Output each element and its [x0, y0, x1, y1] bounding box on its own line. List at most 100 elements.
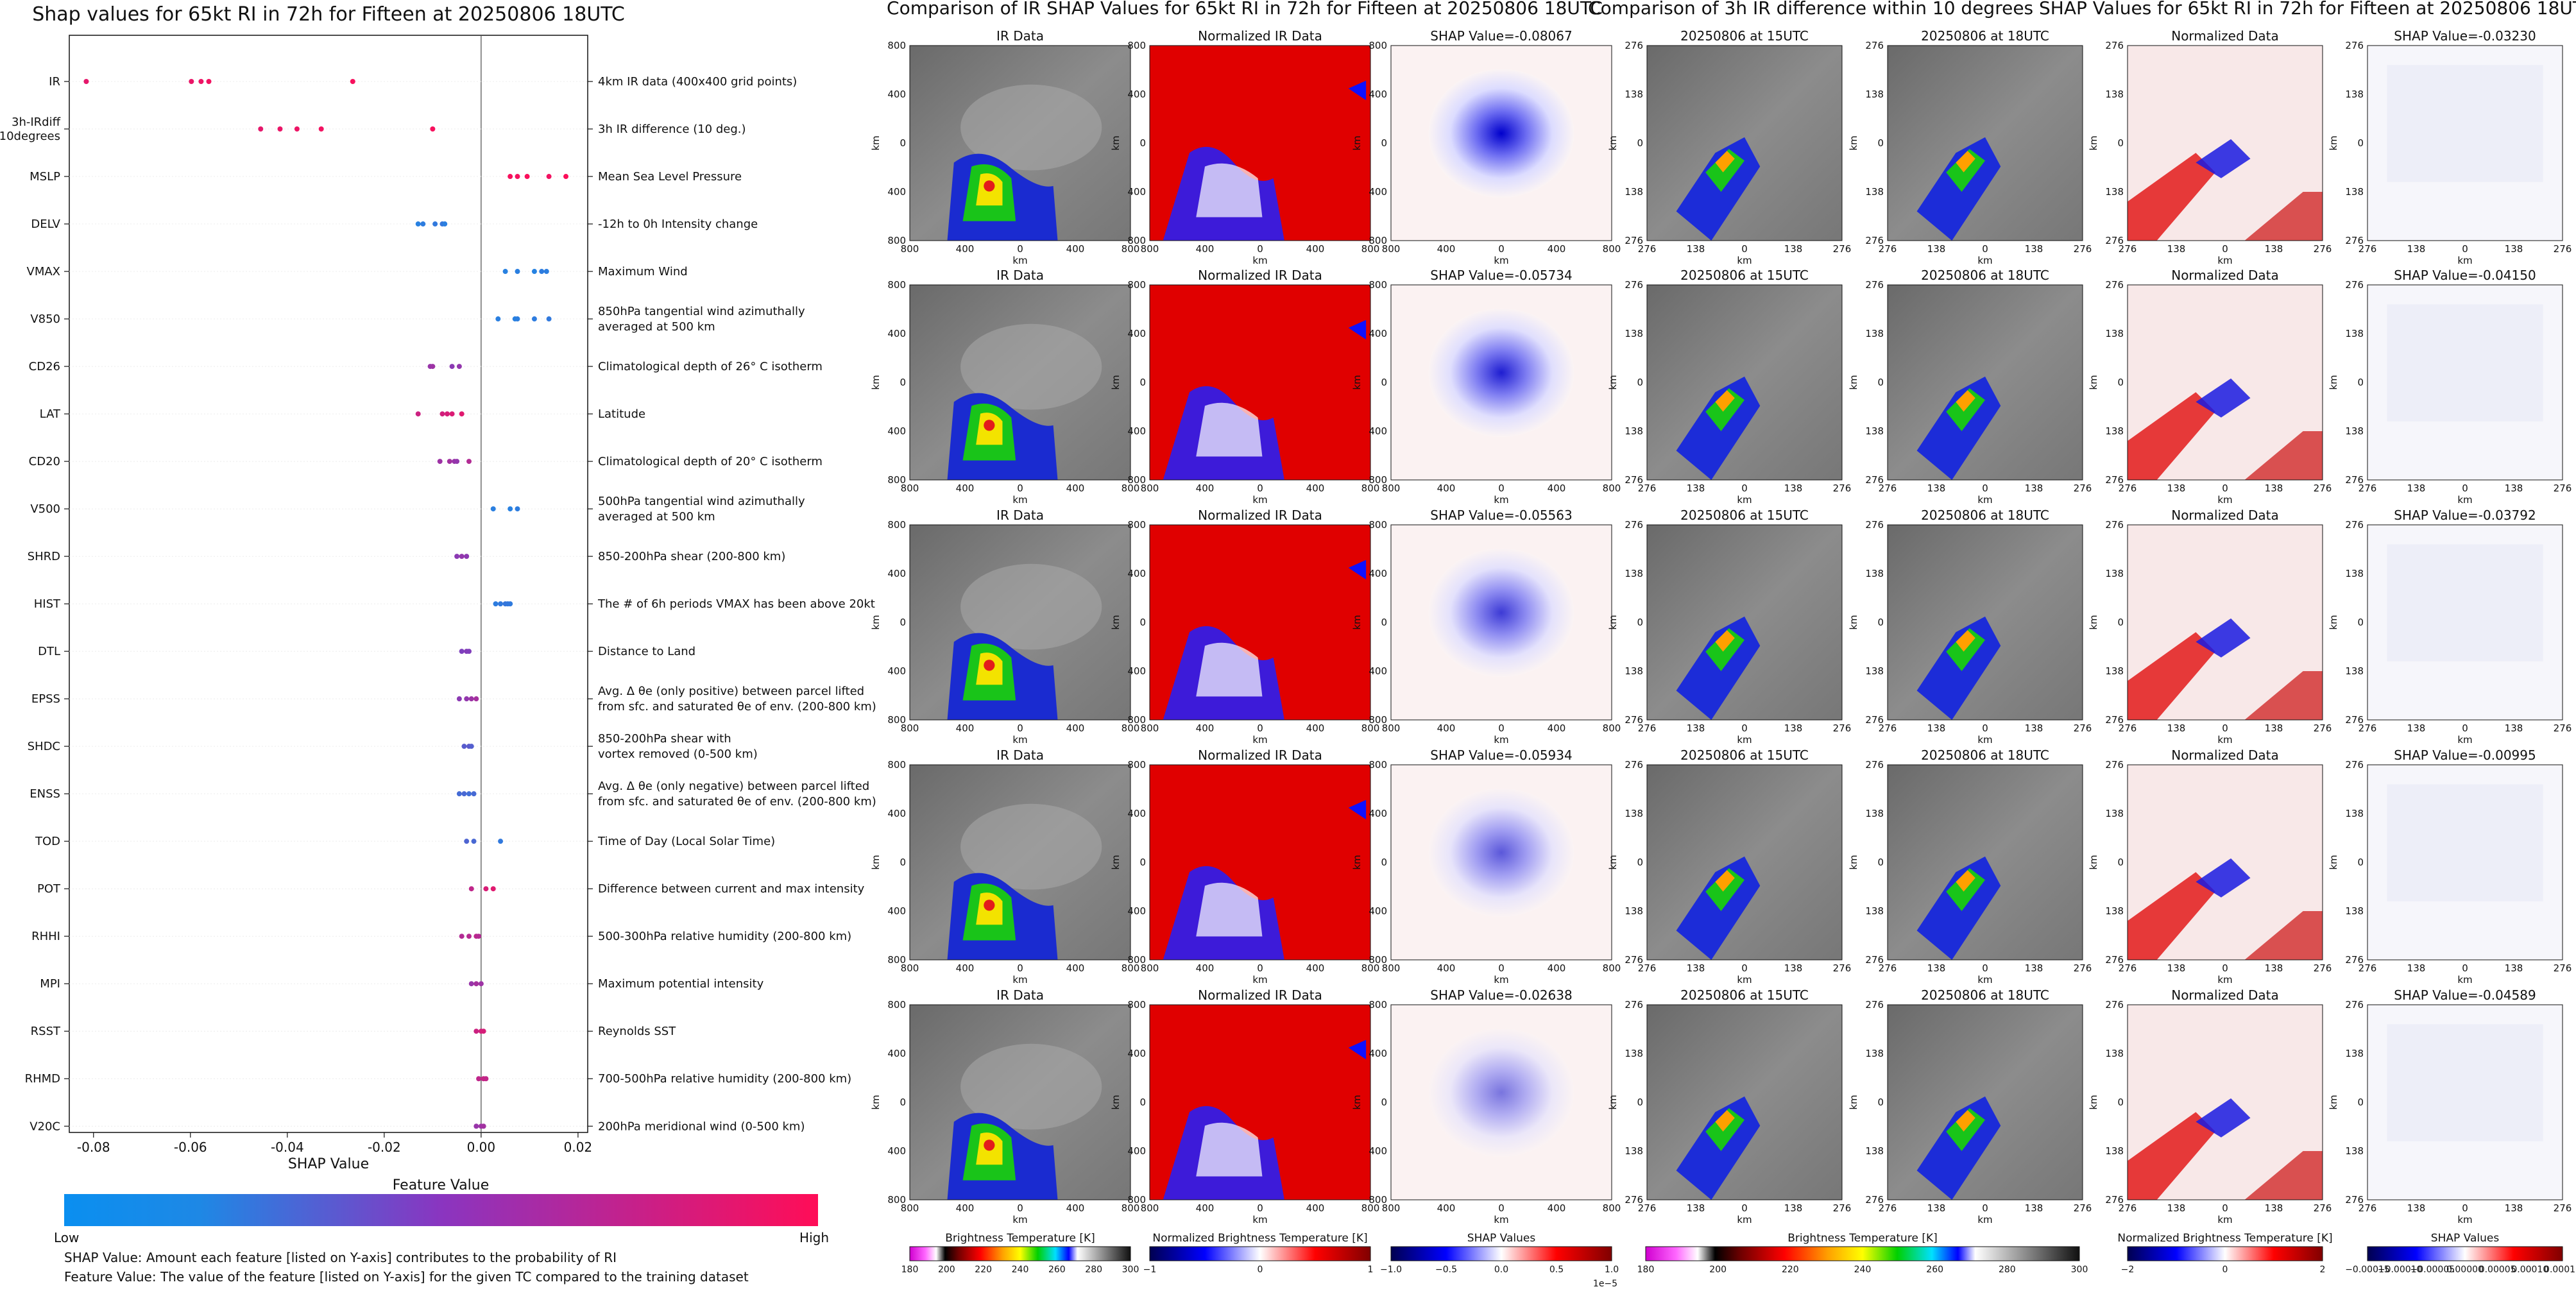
- shap-value-title: SHAP Value=-0.05734: [1430, 268, 1572, 283]
- x-tick-label: 0: [1257, 722, 1263, 734]
- feature-name-label: POT: [37, 882, 61, 896]
- shap-point: [456, 791, 462, 797]
- x-tick-label: 138: [1784, 722, 1803, 734]
- left-chart-title: Shap values for 65kt RI in 72h for Fifte…: [32, 3, 625, 26]
- shap-point: [531, 316, 537, 322]
- y-tick-label: 400: [887, 186, 906, 198]
- x-tick-label: 138: [1687, 962, 1705, 974]
- x-tick-label: 138: [2167, 1202, 2186, 1214]
- x-tick-label: 276: [1879, 243, 1897, 255]
- left-plot-frame: [69, 35, 588, 1133]
- shap-point: [459, 411, 465, 417]
- y-tick-label: 276: [2105, 954, 2124, 966]
- x-tick-label: 138: [1784, 482, 1803, 494]
- shap-point: [495, 316, 501, 322]
- y-tick-label: 400: [1369, 425, 1387, 437]
- shap-point: [483, 1076, 489, 1082]
- y-tick-label: 138: [1865, 905, 1884, 917]
- x-tick-label: 276: [1833, 962, 1852, 974]
- shap-point: [456, 364, 462, 370]
- core-blob: [1196, 402, 1263, 457]
- y-tick-label: 800: [1127, 714, 1146, 726]
- x-tick-label: 0: [2222, 482, 2228, 494]
- x-tick-label: 138: [1927, 243, 1946, 255]
- ir-shap-panel: Comparison of IR SHAP Values for 65kt RI…: [870, 0, 1621, 1289]
- x-axis-label: km: [1737, 494, 1752, 506]
- y-tick-label: 400: [887, 328, 906, 339]
- y-tick-label: 138: [1865, 1048, 1884, 1059]
- x-tick-label: 800: [1382, 722, 1401, 734]
- feature-description-label: 4km IR data (400x400 grid points): [598, 75, 797, 89]
- y-axis-label: km: [1351, 375, 1363, 389]
- y-axis-label: km: [1607, 615, 1619, 629]
- y-tick-label: 400: [1369, 808, 1387, 819]
- y-tick-label: 276: [1625, 714, 1643, 726]
- y-axis-label: km: [1351, 1095, 1363, 1109]
- y-tick-label: 800: [1127, 759, 1146, 771]
- shap-point: [515, 174, 520, 180]
- shap-field: [1428, 1028, 1574, 1157]
- y-tick-label: 276: [2105, 999, 2124, 1011]
- x-tick-label: 138: [2025, 722, 2043, 734]
- x-axis-label: km: [1012, 494, 1027, 506]
- cloud-core: [1715, 630, 1735, 652]
- feature-description-label: 850-200hPa shear with: [598, 732, 731, 746]
- x-tick-label: 276: [1638, 722, 1657, 734]
- shap-point: [476, 1076, 482, 1082]
- x-tick-label: 0.00: [467, 1140, 496, 1155]
- shap-point: [198, 79, 204, 84]
- x-tick-label: 400: [1306, 722, 1325, 734]
- normalized-data-title: Normalized Data: [2171, 987, 2279, 1003]
- x-tick-label: 400: [1196, 243, 1215, 255]
- feature-name-label: DTL: [38, 645, 60, 658]
- x-tick-label: 276: [2119, 1202, 2137, 1214]
- feature-description-label: averaged at 500 km: [598, 510, 715, 524]
- x-tick-label: 0: [1498, 962, 1505, 974]
- y-tick-label: 276: [1865, 40, 1884, 51]
- x-tick-label: 800: [1382, 482, 1401, 494]
- shap-point: [461, 791, 467, 797]
- x-tick-label: 276: [2554, 243, 2572, 255]
- panel-frame: [1887, 1004, 2083, 1200]
- y-tick-label: 0: [900, 617, 906, 628]
- y-tick-label: 0: [1637, 1097, 1643, 1108]
- x-tick-label: -0.02: [368, 1140, 401, 1155]
- y-tick-label: 400: [1127, 186, 1146, 198]
- panel-frame: [1887, 524, 2083, 721]
- colorbar: [1149, 1246, 1371, 1261]
- shap-point: [481, 1123, 486, 1129]
- y-axis-label: km: [2328, 375, 2339, 389]
- y-tick-label: 138: [2345, 568, 2364, 579]
- x-axis-label: km: [1977, 974, 1992, 986]
- cloud-swirl: [960, 563, 1102, 650]
- normalized-data-title: Normalized Data: [2171, 268, 2279, 283]
- panel-frame: [1390, 764, 1612, 960]
- shap-point: [483, 886, 489, 892]
- x-tick-label: 276: [2119, 962, 2137, 974]
- y-tick-label: 400: [1369, 665, 1387, 677]
- y-axis-label: km: [1607, 1095, 1619, 1109]
- y-tick-label: 0: [900, 1097, 906, 1108]
- y-axis-label: km: [1110, 135, 1122, 150]
- y-tick-label: 138: [2345, 1048, 2364, 1059]
- x-tick-label: 0: [1257, 1202, 1263, 1214]
- x-axis-label: km: [1494, 1214, 1508, 1225]
- time-18utc-title: 20250806 at 18UTC: [1921, 268, 2049, 283]
- y-tick-label: 138: [2105, 186, 2124, 198]
- x-tick-label: 400: [956, 722, 975, 734]
- x-tick-label: 800: [1141, 482, 1159, 494]
- y-axis-label: km: [1351, 855, 1363, 869]
- feature-description-label: Reynolds SST: [598, 1025, 676, 1038]
- colorbar-tick-label: 200: [1709, 1265, 1727, 1275]
- y-tick-label: 800: [1369, 235, 1387, 246]
- feature-description-label: Maximum Wind: [598, 265, 688, 278]
- y-tick-label: 276: [1625, 40, 1643, 51]
- shap-value-title: SHAP Value=-0.05934: [1430, 747, 1572, 763]
- y-tick-label: 0: [1139, 377, 1146, 388]
- panel-frame: [1887, 284, 2083, 481]
- y-axis-label: km: [1848, 375, 1859, 389]
- shap-field: [1428, 548, 1574, 678]
- x-tick-label: 276: [1833, 722, 1852, 734]
- x-tick-label: 800: [901, 243, 919, 255]
- x-axis-label: km: [1737, 974, 1752, 986]
